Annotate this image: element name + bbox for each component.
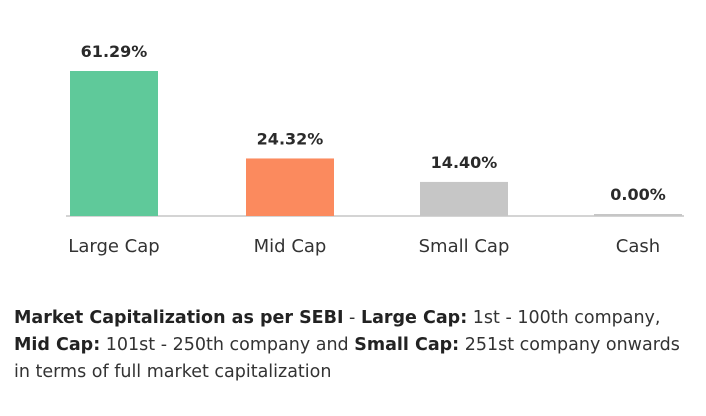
bar-large-cap (70, 71, 158, 216)
bar-mid-cap (246, 158, 334, 216)
value-label-cash: 0.00% (610, 185, 666, 204)
note-mid-cap-definition: 101st - 250th company and (100, 335, 355, 355)
value-label-large-cap: 61.29% (81, 42, 148, 61)
bar-small-cap (420, 181, 508, 216)
category-label-small-cap: Small Cap (419, 236, 510, 257)
note-large-cap-definition: 1st - 100th company, (467, 308, 661, 328)
note-small-cap-term: Small Cap: (354, 335, 460, 355)
bar-cash (594, 214, 682, 216)
value-label-small-cap: 14.40% (431, 153, 498, 172)
note-large-cap-term: Large Cap: (360, 308, 468, 328)
note-small-cap-definition: 251st company onwards in terms of full m… (14, 335, 680, 382)
category-label-large-cap: Large Cap (68, 236, 159, 257)
market-cap-bar-chart: 61.29% Large Cap 24.32% Mid Cap 14.40% Small … (66, 42, 684, 257)
note-separator: - (343, 308, 361, 328)
category-label-mid-cap: Mid Cap (254, 236, 327, 257)
note-heading: Market Capitalization as per SEBI (14, 308, 344, 328)
market-cap-note: Market Capitalization as per SEBI - Larg… (14, 305, 698, 386)
note-mid-cap-term: Mid Cap: (14, 335, 101, 355)
category-label-cash: Cash (616, 236, 660, 257)
value-label-mid-cap: 24.32% (257, 129, 324, 148)
